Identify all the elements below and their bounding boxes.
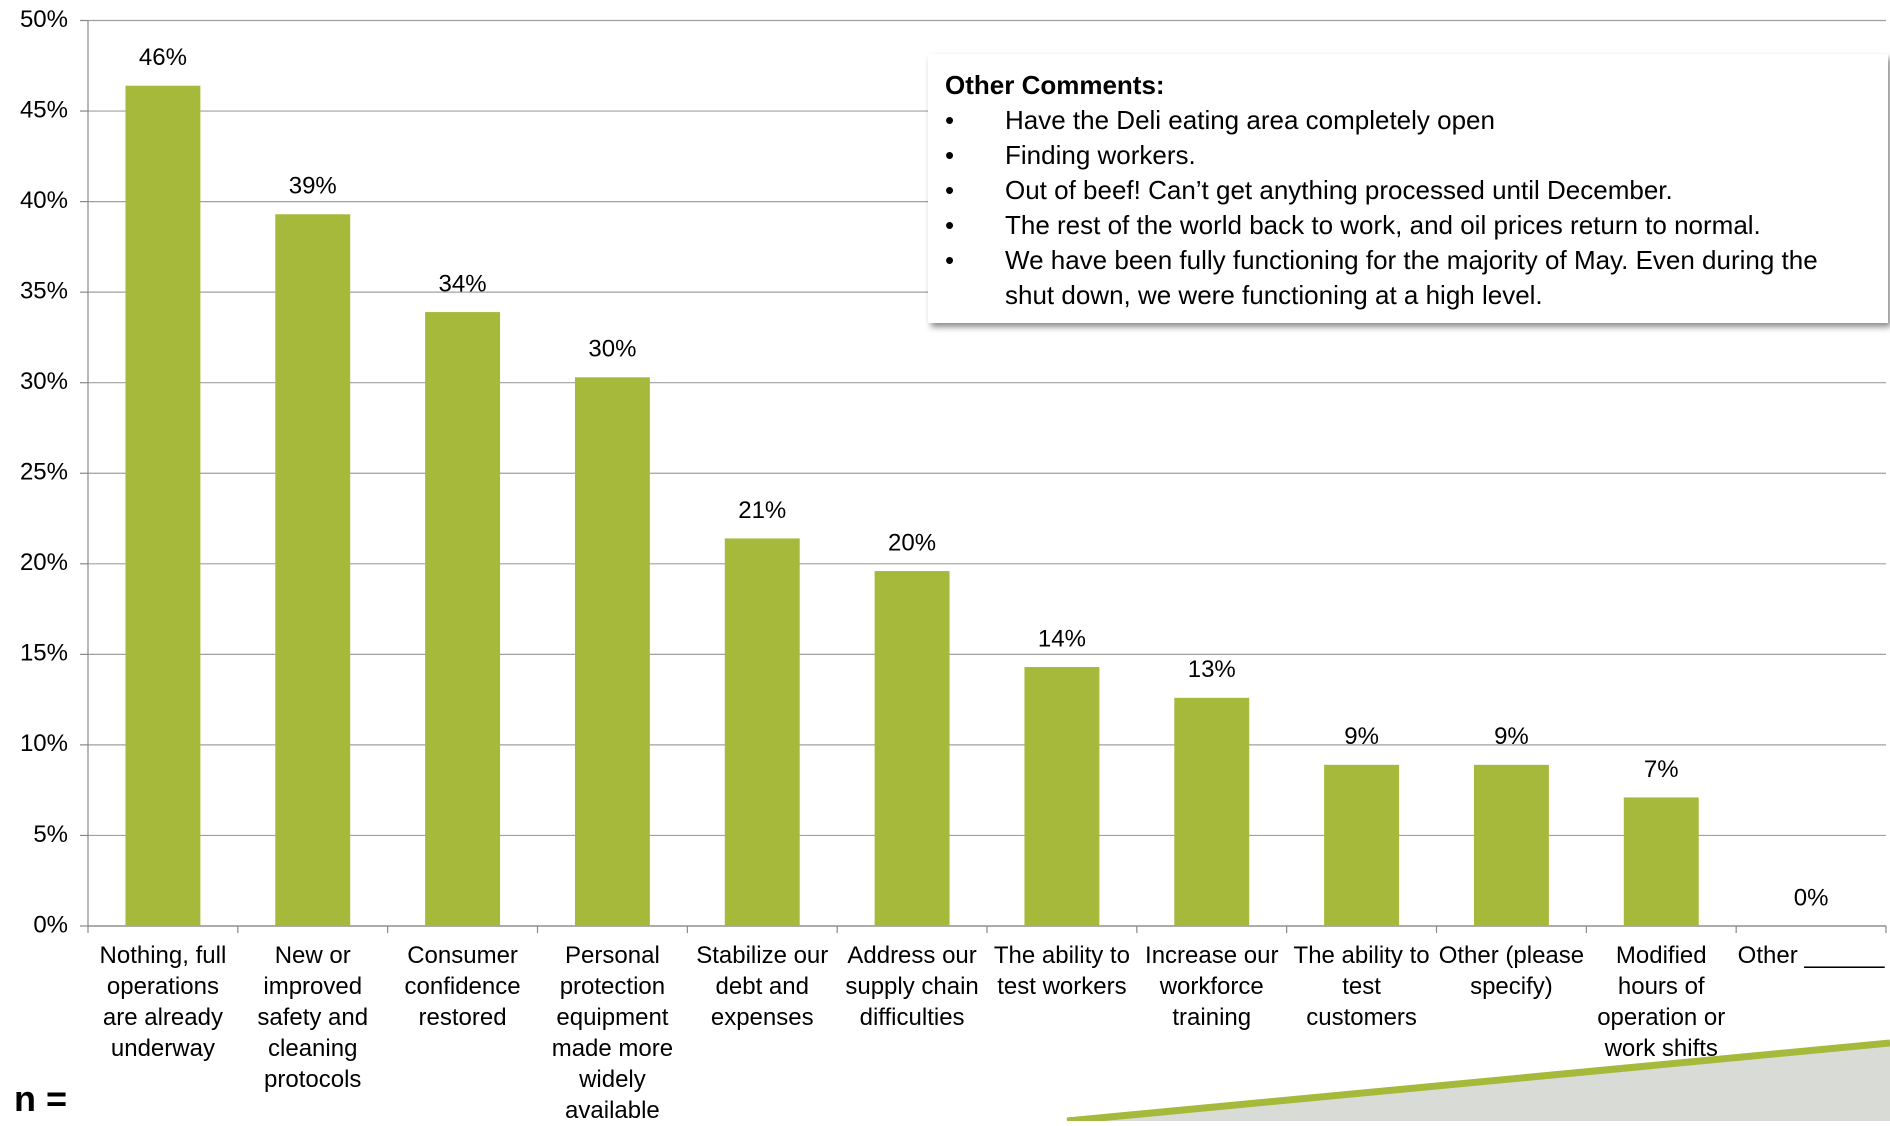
y-tick-label: 0% <box>33 911 68 938</box>
x-tick-label: Stabilize our debt and expenses <box>696 942 829 1031</box>
comments-title: Other Comments: <box>945 70 1165 100</box>
x-tick-label: Increase our workforce training <box>1145 942 1279 1031</box>
y-tick-label: 20% <box>20 549 68 576</box>
x-tick-label: Personal protection equipment made more … <box>551 942 674 1124</box>
y-tick-label: 15% <box>20 640 68 667</box>
data-label: 21% <box>738 497 786 524</box>
bar <box>1324 764 1400 926</box>
data-label: 14% <box>1038 625 1086 652</box>
bar <box>724 538 800 926</box>
bar <box>574 377 650 927</box>
x-tick-label: The ability to test customers <box>1293 942 1430 1031</box>
bar <box>1024 667 1100 926</box>
bar <box>874 571 950 926</box>
bar <box>1473 764 1549 926</box>
y-tick-label: 5% <box>33 821 68 848</box>
bar <box>1623 797 1699 926</box>
sample-size-note: n = <box>14 1078 68 1119</box>
y-tick-label: 35% <box>20 277 68 304</box>
bar <box>275 214 351 927</box>
y-tick-label: 10% <box>20 730 68 757</box>
data-label: 39% <box>289 173 337 200</box>
bar <box>1174 697 1250 926</box>
comments-list: Have the Deli eating area completely ope… <box>945 103 1868 313</box>
data-label: 46% <box>139 44 187 71</box>
y-tick-label: 40% <box>20 187 68 214</box>
x-tick-label: Other (please specify) <box>1438 942 1585 1000</box>
x-tick-label: New or improved safety and cleaning prot… <box>257 942 369 1093</box>
x-tick-label: The ability to test workers <box>993 942 1130 1000</box>
comment-item: The rest of the world back to work, and … <box>945 208 1865 243</box>
data-label: 9% <box>1494 723 1529 750</box>
x-tick-label: Consumer confidence restored <box>404 942 521 1031</box>
y-tick-label: 25% <box>20 459 68 486</box>
data-label: 7% <box>1644 756 1679 783</box>
data-label: 9% <box>1344 723 1379 750</box>
data-label: 20% <box>888 529 936 556</box>
x-tick-label: Modified hours of operation or work shif… <box>1597 942 1726 1062</box>
data-label: 0% <box>1794 884 1829 911</box>
comment-item: Out of beef! Can’t get anything processe… <box>945 173 1865 208</box>
y-tick-label: 50% <box>20 6 68 33</box>
comment-item: We have been fully functioning for the m… <box>945 243 1865 313</box>
comments-box: Other Comments: Have the Deli eating are… <box>928 54 1888 323</box>
bar <box>425 312 501 926</box>
x-tick-label: Other ______ <box>1737 942 1885 969</box>
bar <box>125 85 201 927</box>
comment-item: Have the Deli eating area completely ope… <box>945 103 1865 138</box>
y-tick-label: 45% <box>20 96 68 123</box>
y-tick-label: 30% <box>20 368 68 395</box>
comment-item: Finding workers. <box>945 138 1865 173</box>
x-tick-label: Address our supply chain difficulties <box>845 942 979 1031</box>
data-label: 30% <box>588 336 636 363</box>
x-tick-label: Nothing, full operations are already und… <box>99 942 227 1062</box>
data-label: 13% <box>1188 656 1236 683</box>
data-label: 34% <box>439 270 487 297</box>
decor-swoosh-edge <box>1066 1039 1890 1121</box>
